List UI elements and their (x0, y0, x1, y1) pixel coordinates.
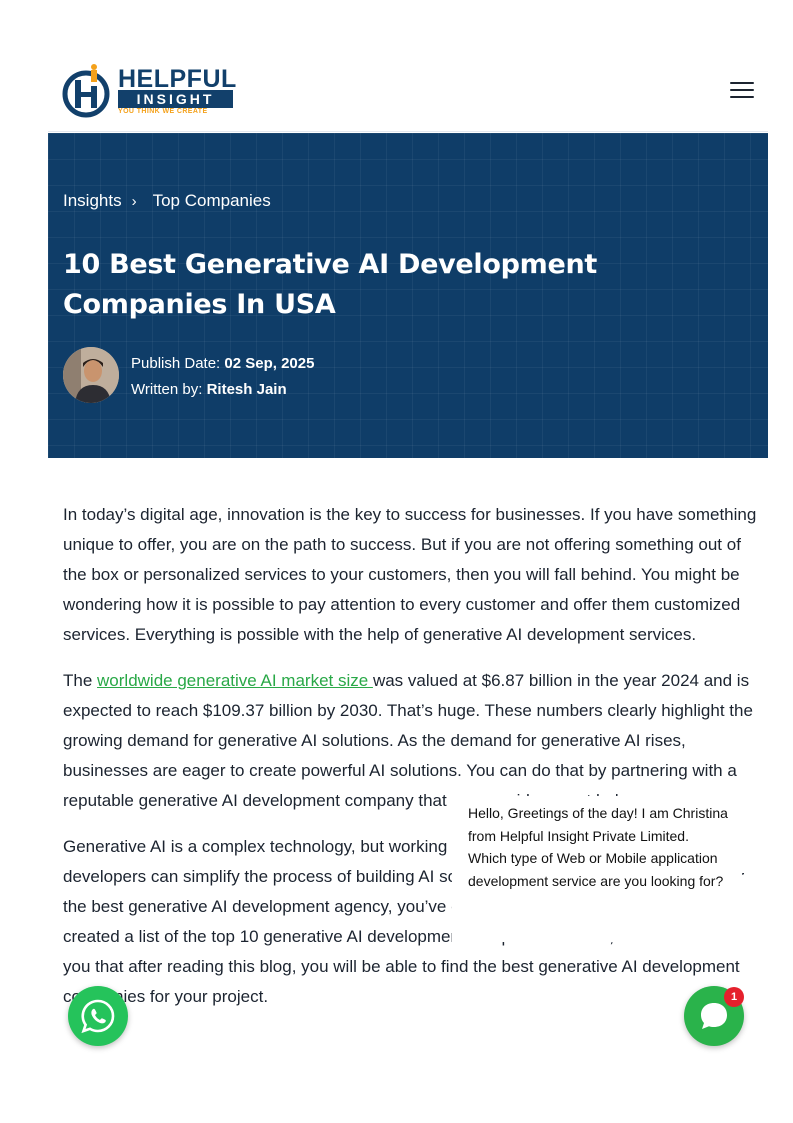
hero-banner: Insights › Top Companies 10 Best Generat… (48, 133, 768, 458)
paragraph-2-text: was valued at $6.87 billion in the year … (63, 671, 753, 810)
chat-greeting-line: Hello, Greetings of the day! I am Christ… (468, 805, 728, 844)
site-header: HELPFUL INSIGHT YOU THINK WE CREATE (48, 40, 768, 132)
hamburger-menu-icon[interactable] (730, 82, 754, 100)
logo-word-insight: INSIGHT (118, 90, 233, 108)
logo-tagline: YOU THINK WE CREATE (118, 108, 208, 115)
helpful-insight-logo[interactable]: HELPFUL INSIGHT YOU THINK WE CREATE (62, 62, 237, 118)
whatsapp-button[interactable] (68, 986, 128, 1046)
logo-mark-icon (62, 64, 110, 118)
paragraph-2-lead: The (63, 671, 98, 690)
unread-count-badge: 1 (724, 987, 744, 1007)
page-title: 10 Best Generative AI Development Compan… (63, 249, 598, 320)
chevron-right-icon: › (131, 192, 137, 210)
article-paragraph-1: In today’s digital age, innovation is th… (63, 505, 757, 644)
whatsapp-icon (81, 999, 115, 1034)
article-paragraph-2: The worldwide generative AI market size … (63, 666, 758, 816)
chat-question-line: Which type of Web or Mobile application … (468, 850, 724, 889)
author-label: Written by: (131, 381, 203, 398)
publish-date-label: Publish Date: (131, 355, 221, 372)
logo-word-helpful: HELPFUL (118, 65, 237, 93)
author-name[interactable]: Ritesh Jain (206, 381, 287, 398)
breadcrumb-insights-link[interactable]: Insights (63, 191, 122, 210)
breadcrumb: Insights › Top Companies (63, 191, 271, 211)
article-body: In today’s digital age, innovation is th… (63, 500, 758, 1028)
chat-bubble-icon (701, 1003, 727, 1029)
publish-date-row: Publish Date: 02 Sep, 2025 (131, 351, 314, 377)
chat-greeting-popup[interactable]: Hello, Greetings of the day! I am Christ… (452, 796, 742, 942)
breadcrumb-top-companies-link[interactable]: Top Companies (152, 191, 271, 210)
publish-date: 02 Sep, 2025 (224, 355, 315, 372)
author-avatar (63, 347, 119, 403)
author-row: Written by: Ritesh Jain (131, 377, 314, 403)
market-size-link[interactable]: worldwide generative AI market size (97, 671, 373, 690)
article-meta: Publish Date: 02 Sep, 2025 Written by: R… (131, 351, 314, 403)
